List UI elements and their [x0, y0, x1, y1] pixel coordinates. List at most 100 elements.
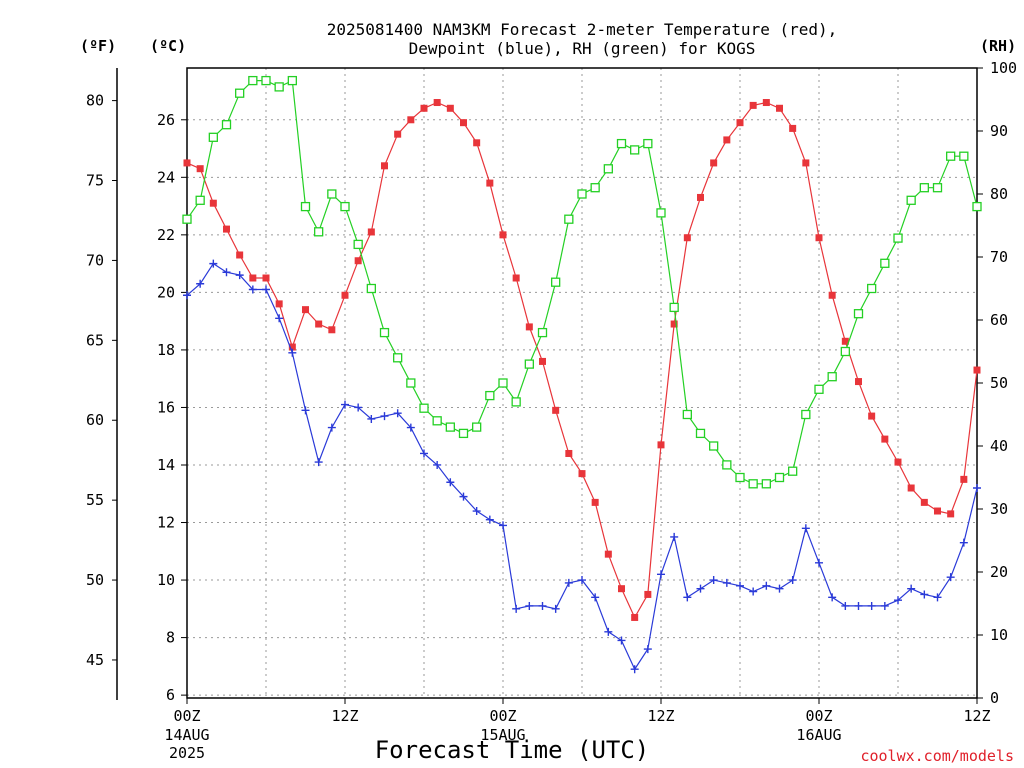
temperature-point: [947, 510, 955, 518]
dewpoint-point: [907, 584, 916, 593]
rh-series: [182, 75, 982, 489]
rh-point: [287, 75, 297, 86]
temperature-point: [209, 199, 217, 207]
dewpoint-point: [630, 665, 639, 674]
dewpoint-point: [262, 285, 270, 294]
temperature-point: [328, 326, 336, 334]
dewpoint-point: [209, 259, 218, 268]
fahrenheit-tick-label: 70: [86, 251, 104, 269]
temperature-point: [697, 193, 704, 201]
temperature-point: [381, 162, 388, 170]
temperature-point: [367, 228, 375, 236]
temperature-point: [894, 458, 902, 466]
dewpoint-point: [801, 524, 810, 533]
rh-point: [906, 195, 916, 205]
rh-tick-label: 50: [990, 374, 1008, 392]
credit-link[interactable]: coolwx.com/models: [860, 747, 1014, 765]
rh-point: [840, 346, 850, 357]
dewpoint-point: [420, 449, 428, 458]
rh-point: [656, 208, 666, 218]
temperature-point: [907, 484, 915, 492]
temperature-point: [960, 475, 968, 483]
x-tick-year-label: 2025: [169, 744, 205, 762]
dewpoint-point: [433, 460, 442, 469]
celsius-tick-label: 18: [157, 341, 175, 359]
dewpoint-point: [183, 291, 191, 300]
rh-point: [814, 384, 824, 394]
x-tick-date-label: 15AUG: [480, 726, 525, 744]
rh-tick-label: 10: [990, 626, 1008, 644]
temperature-point: [552, 406, 560, 414]
temperature-point: [578, 470, 586, 478]
dewpoint-point: [657, 570, 665, 579]
dewpoint-point: [828, 593, 837, 602]
dewpoint-point: [973, 484, 981, 492]
fahrenheit-tick-label: 80: [86, 92, 104, 110]
temperature-point: [275, 300, 283, 308]
fahrenheit-tick-label: 55: [86, 491, 104, 509]
x-tick-label: 12Z: [963, 707, 990, 725]
rh-point: [630, 145, 640, 155]
temperature-point: [670, 320, 678, 328]
rh-point: [972, 201, 982, 212]
fahrenheit-tick-label: 50: [86, 571, 104, 589]
rh-point: [195, 195, 205, 205]
x-tick-date-label: 16AUG: [796, 726, 841, 744]
rh-point: [748, 479, 758, 489]
dewpoint-point: [222, 268, 231, 277]
fahrenheit-unit-label: (ºF): [80, 37, 116, 55]
rh-unit-label: (RH): [980, 37, 1016, 55]
dewpoint-point: [841, 601, 850, 610]
temperature-point: [749, 101, 757, 109]
rh-point: [827, 372, 837, 382]
temperature-point: [855, 378, 862, 386]
rh-point: [880, 258, 890, 268]
temperature-point: [420, 104, 428, 112]
celsius-tick-label: 14: [157, 456, 175, 474]
temperature-point: [183, 159, 191, 167]
rh-point: [366, 283, 376, 294]
temperature-series: [183, 99, 981, 621]
celsius-tick-label: 8: [166, 629, 175, 647]
temperature-point: [539, 357, 546, 365]
dewpoint-point: [749, 587, 758, 596]
rh-point: [406, 378, 416, 388]
dewpoint-point: [499, 521, 507, 530]
celsius-tick-label: 16: [157, 398, 175, 416]
dewpoint-series: [183, 259, 981, 674]
x-tick-label: 12Z: [331, 707, 358, 725]
temperature-point: [446, 104, 454, 112]
chart-title-line-1: 2025081400 NAM3KM Forecast 2-meter Tempe…: [327, 20, 838, 39]
temperature-point: [354, 257, 362, 265]
rh-point: [695, 428, 706, 439]
dewpoint-point: [959, 538, 968, 547]
temperature-point: [683, 234, 691, 242]
rh-point: [932, 183, 943, 193]
dewpoint-point: [920, 590, 929, 599]
dewpoint-point: [880, 601, 889, 610]
temperature-point: [618, 585, 625, 593]
x-tick-label: 00Z: [489, 707, 516, 725]
rh-point: [208, 132, 218, 142]
temperature-point: [512, 274, 520, 282]
dewpoint-point: [472, 507, 481, 516]
dewpoint-point: [538, 601, 547, 610]
rh-point: [182, 214, 192, 224]
rh-point: [261, 75, 271, 86]
fahrenheit-tick-label: 75: [86, 172, 104, 190]
temperature-point: [723, 136, 731, 144]
dewpoint-point: [288, 348, 297, 357]
rh-point: [853, 309, 864, 319]
dewpoint-point: [815, 558, 823, 567]
temperature-point: [341, 291, 349, 299]
temperature-point: [868, 412, 876, 420]
temperature-point: [486, 179, 494, 187]
temperature-point: [604, 550, 612, 558]
x-tick-label: 00Z: [805, 707, 832, 725]
rh-point: [682, 409, 692, 420]
temperature-point: [223, 225, 230, 233]
rh-point: [564, 214, 574, 224]
temperature-point: [736, 119, 744, 127]
rh-tick-label: 30: [990, 500, 1008, 518]
